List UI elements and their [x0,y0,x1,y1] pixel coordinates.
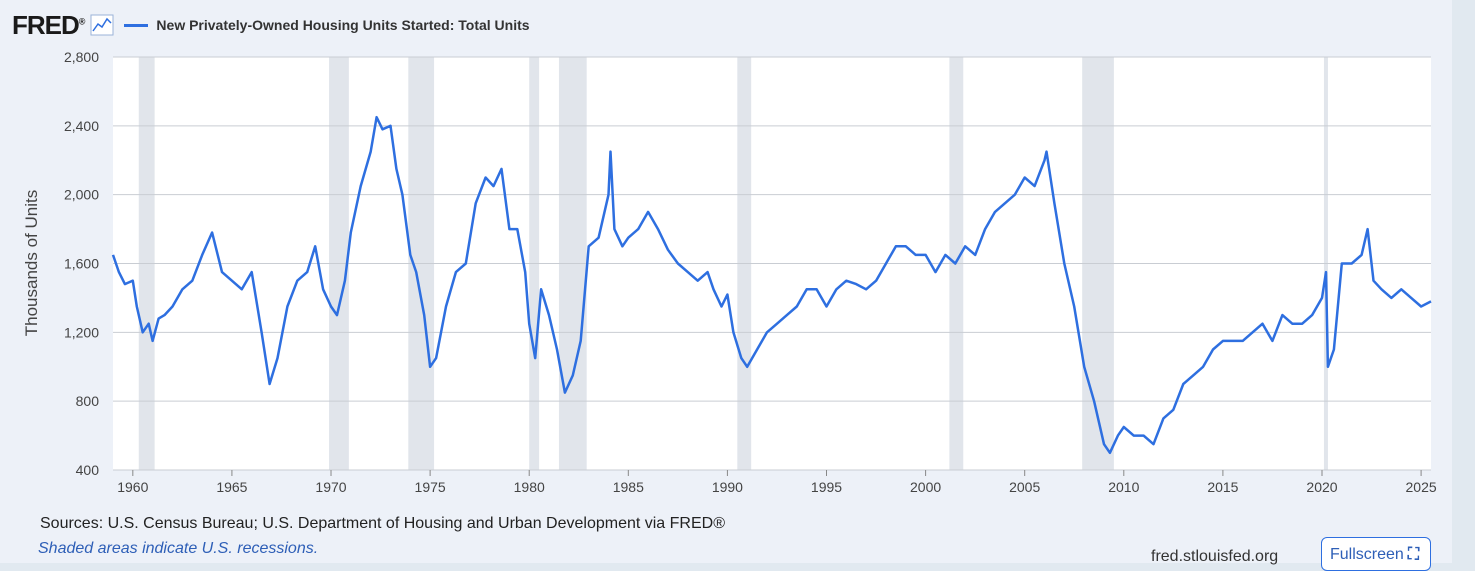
x-tick-label: 1965 [216,479,247,495]
x-tick-label: 2020 [1306,479,1337,495]
chart-header: FRED® New Privately-Owned Housing Units … [12,10,530,40]
x-tick-label: 1990 [712,479,743,495]
grid-lines [113,56,1431,471]
x-tick-label: 2000 [910,479,941,495]
y-tick-label: 2,800 [64,49,99,65]
x-tick-label: 1985 [613,479,644,495]
x-tick-label: 1980 [514,479,545,495]
x-axis-ticks: 1960 1965 1970 1975 1980 1985 1990 1995 2000 2005… [117,470,1437,495]
legend-line-swatch [124,23,149,27]
x-tick-label: 2015 [1207,479,1238,495]
y-tick-label: 2,400 [64,118,99,134]
x-tick-label: 1975 [415,479,446,495]
fullscreen-icon: ⛶ [1407,546,1420,563]
series-line [111,115,1432,455]
fred-url[interactable]: fred.stlouisfed.org [1151,548,1279,565]
y-axis-ticks: 400 800 1,200 1,600 2,000 2,400 2,800 [64,49,99,478]
series-title: New Privately-Owned Housing Units Starte… [156,17,530,33]
x-tick-label: 1960 [117,479,148,495]
x-tick-label: 1995 [811,479,842,495]
line-chart: 400 800 1,200 1,600 2,000 2,400 2,800 1960 1965… [22,49,1437,495]
fred-logo[interactable]: FRED® [12,9,85,40]
x-tick-label: 2005 [1009,479,1040,495]
x-tick-label: 2025 [1406,479,1437,495]
recession-note: Shaded areas indicate U.S. recessions. [38,540,319,557]
y-axis-label: Thousands of Units [22,190,41,336]
y-tick-label: 400 [76,462,100,478]
x-tick-label: 1970 [315,479,346,495]
y-tick-label: 800 [76,393,100,409]
x-tick-label: 2010 [1108,479,1139,495]
y-tick-label: 1,600 [64,256,99,272]
trend-icon [90,14,114,36]
fullscreen-button[interactable]: Fullscreen ⛶ [1321,537,1431,571]
y-tick-label: 1,200 [64,324,99,340]
y-tick-label: 2,000 [64,187,99,203]
sources-text: Sources: U.S. Census Bureau; U.S. Depart… [40,515,725,532]
